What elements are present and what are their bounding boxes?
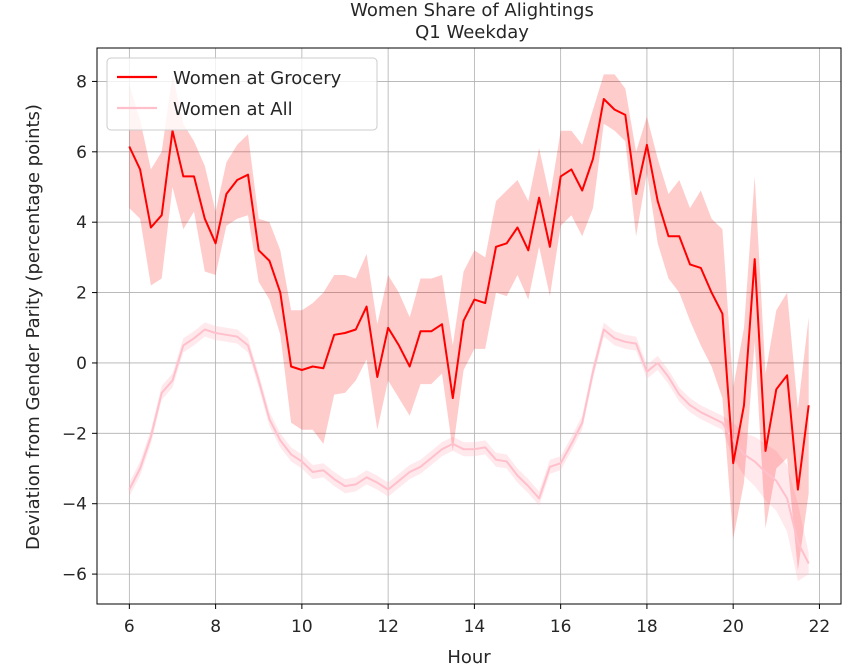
axis-ticks: 6 8 10 12 14 16 18 20 22 −6 −4 −2 0 2 4 6 8 [62,72,830,637]
line-women-at-all [128,328,810,564]
chart-title: Women Share of Alightings [350,0,594,21]
y-tick-label: −4 [62,495,87,515]
y-tick-label: 4 [76,213,87,233]
x-tick-label: 10 [291,617,313,637]
legend-box [106,57,378,131]
y-axis-label: Deviation from Gender Parity (percentage… [23,104,44,550]
x-tick-label: 14 [464,617,486,637]
plot-area-frame [96,47,842,605]
legend-label-women-at-grocery: Women at Grocery [173,68,342,89]
y-tick-label: 6 [76,143,87,163]
x-tick-label: 6 [124,617,135,637]
x-tick-label: 20 [722,617,744,637]
x-tick-label: 18 [636,617,658,637]
series-lines [128,98,810,564]
x-tick-label: 16 [550,617,572,637]
confidence-bands [129,74,809,582]
legend: Women at Grocery Women at All [106,57,378,131]
x-tick-label: 8 [210,617,221,637]
band-women-at-grocery [129,74,809,571]
y-tick-label: −6 [62,565,87,585]
line-women-at-grocery [128,98,810,491]
band-women-at-all [129,322,809,582]
x-tick-label: 22 [809,617,831,637]
chart-subtitle: Q1 Weekday [415,22,529,43]
y-tick-label: 8 [76,72,87,92]
x-tick-label: 12 [377,617,399,637]
y-tick-label: 2 [76,284,87,304]
y-tick-label: 0 [76,354,87,374]
grid [97,48,841,604]
x-axis-label: Hour [447,647,491,667]
legend-label-women-at-all: Women at All [173,99,293,120]
y-tick-label: −2 [62,424,87,444]
